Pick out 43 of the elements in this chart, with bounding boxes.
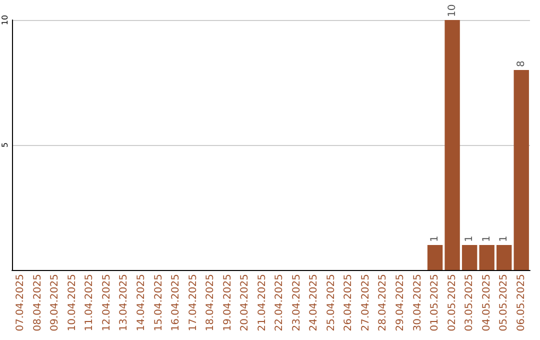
bar [462, 245, 478, 270]
x-tick-label: 13.04.2025 [118, 274, 130, 332]
y-tick-label: 5 [0, 142, 10, 148]
data-label: 1 [464, 236, 476, 242]
x-tick-label: 29.04.2025 [395, 274, 406, 332]
x-tick-label: 25.04.2025 [326, 274, 337, 332]
x-tick-label: 02.05.2025 [446, 274, 458, 332]
x-tick-label: 11.04.2025 [84, 274, 96, 332]
x-tick-label: 03.05.2025 [464, 274, 476, 332]
x-tick-label: 26.04.2025 [343, 274, 354, 332]
bar [427, 245, 443, 270]
x-tick-label: 06.05.2025 [516, 274, 527, 332]
bar [514, 70, 529, 270]
x-tick-label: 27.04.2025 [360, 274, 372, 332]
x-tick-label: 04.05.2025 [481, 274, 492, 332]
x-tick-label: 07.04.2025 [15, 274, 26, 332]
x-tick-label: 12.04.2025 [101, 274, 112, 332]
bar [496, 245, 512, 270]
x-tick-label: 17.04.2025 [188, 274, 199, 332]
data-label: 1 [498, 236, 510, 242]
x-tick-label: 21.04.2025 [256, 274, 268, 332]
x-tick-label: 19.04.2025 [222, 274, 234, 332]
x-tick-label: 22.04.2025 [274, 274, 286, 332]
x-tick-label: 08.04.2025 [32, 274, 44, 332]
x-tick-label: 15.04.2025 [153, 274, 164, 332]
bar [479, 245, 494, 270]
x-tick-label: 23.04.2025 [291, 274, 302, 332]
x-tick-label: 05.05.2025 [498, 274, 510, 332]
x-tick-label: 18.04.2025 [205, 274, 216, 332]
x-tick-label: 09.04.2025 [50, 274, 61, 332]
x-tick-label: 14.04.2025 [136, 274, 147, 332]
data-label: 1 [481, 236, 492, 242]
x-tick-label: 16.04.2025 [170, 274, 182, 332]
x-tick-label: 30.04.2025 [412, 274, 424, 332]
bar [444, 20, 460, 270]
x-tick-label: 28.04.2025 [378, 274, 389, 332]
x-tick-label: 24.04.2025 [308, 274, 320, 332]
x-tick-label: 20.04.2025 [240, 274, 251, 332]
data-label: 1 [430, 236, 441, 242]
data-label: 10 [446, 4, 458, 17]
x-tick-label: 10.04.2025 [66, 274, 78, 332]
x-tick-label: 01.05.2025 [430, 274, 441, 332]
data-label: 8 [516, 60, 527, 67]
